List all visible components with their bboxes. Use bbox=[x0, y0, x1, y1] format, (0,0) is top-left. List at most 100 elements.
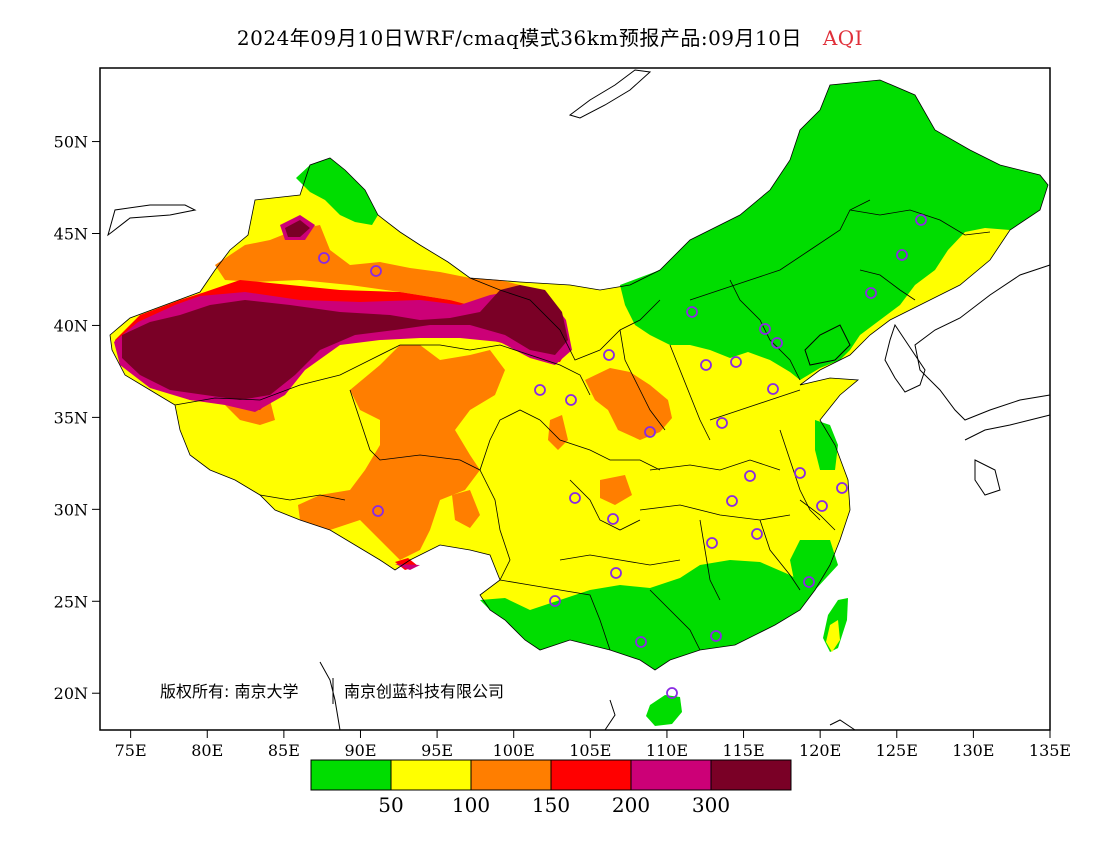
boundary-hunan-jiangxi bbox=[699, 519, 721, 601]
copyright-company: 南京创蓝科技有限公司 bbox=[344, 682, 504, 701]
region-orange-small-c bbox=[452, 490, 480, 528]
legend-label: 50 bbox=[378, 793, 403, 817]
station-marker bbox=[372, 505, 384, 517]
station-marker bbox=[730, 356, 742, 368]
station-marker bbox=[686, 306, 698, 318]
station-marker bbox=[744, 470, 756, 482]
station-marker bbox=[771, 337, 783, 349]
lon-tick-label: 100E bbox=[493, 741, 535, 760]
boundary-jiangsu-anhui bbox=[779, 429, 821, 521]
region-maroon-tarim bbox=[122, 285, 568, 400]
station-marker bbox=[603, 349, 615, 361]
station-marker bbox=[865, 287, 877, 299]
legend-swatch bbox=[550, 759, 632, 791]
kazakh-lake-outline bbox=[107, 204, 197, 237]
station-markers bbox=[318, 214, 927, 699]
lat-tick-label: 50N bbox=[54, 133, 88, 152]
ryukyu-outline bbox=[974, 459, 1001, 496]
boundary-jiangxi-fujian bbox=[759, 519, 801, 591]
copyright: 版权所有: 南京大学 南京创蓝科技有限公司 bbox=[160, 678, 504, 704]
lon-tick-label: 130E bbox=[952, 741, 994, 760]
station-marker bbox=[710, 630, 722, 642]
lat-tick-label: 25N bbox=[54, 592, 88, 611]
copyright-owner: 版权所有: 南京大学 bbox=[160, 682, 298, 701]
station-marker bbox=[635, 636, 647, 648]
legend-label: 100 bbox=[452, 793, 490, 817]
region-green-east-coast bbox=[815, 420, 838, 470]
boundary-xinjiang-tibet bbox=[174, 344, 471, 406]
boundary-china-outline bbox=[109, 79, 1049, 671]
lat-tick-label: 30N bbox=[54, 500, 88, 519]
boundary-henan-shandong bbox=[709, 389, 801, 421]
station-marker bbox=[816, 500, 828, 512]
station-marker bbox=[318, 252, 330, 264]
boundary-inner-mongolia bbox=[689, 199, 871, 301]
color-legend: 50 100 150 200 300 bbox=[310, 759, 792, 817]
station-marker bbox=[716, 417, 728, 429]
boundary-hebei bbox=[729, 279, 801, 381]
region-green-fujian bbox=[790, 540, 838, 590]
region-green-south bbox=[480, 560, 815, 670]
boundary-shaanxi-shanxi bbox=[619, 329, 666, 431]
legend-label: 150 bbox=[532, 793, 570, 817]
region-orange-loess bbox=[585, 368, 672, 440]
station-marker bbox=[726, 495, 738, 507]
lat-tick-label: 20N bbox=[54, 684, 88, 703]
boundary-tibet-sichuan bbox=[479, 469, 511, 581]
philippines-outline bbox=[829, 719, 856, 731]
legend-swatch bbox=[390, 759, 472, 791]
title-main: 2024年09月10日WRF/cmaq模式36km预报产品:09月10日 bbox=[236, 26, 802, 50]
boundary-tibet-south bbox=[259, 494, 346, 501]
region-hainan bbox=[646, 695, 682, 726]
lon-tick-label: 120E bbox=[799, 741, 841, 760]
station-marker bbox=[794, 467, 806, 479]
station-marker bbox=[767, 383, 779, 395]
station-marker bbox=[569, 492, 581, 504]
boundary-jilin-liaoning bbox=[859, 269, 916, 301]
lat-tick-label: 45N bbox=[54, 225, 88, 244]
legend-label: 200 bbox=[612, 793, 650, 817]
lon-tick-label: 90E bbox=[344, 741, 376, 760]
boundary-shanxi-hebei bbox=[669, 344, 711, 441]
lon-tick-label: 125E bbox=[876, 741, 918, 760]
vietnam-outline bbox=[604, 699, 616, 731]
station-marker bbox=[836, 482, 848, 494]
station-marker bbox=[706, 537, 718, 549]
station-marker bbox=[700, 359, 712, 371]
legend-swatch bbox=[710, 759, 792, 791]
station-marker bbox=[565, 394, 577, 406]
korea-outline bbox=[884, 323, 926, 393]
lon-tick-label: 105E bbox=[569, 741, 611, 760]
region-taiwan-yellow bbox=[826, 620, 840, 652]
boundary-qinghai-gansu bbox=[469, 344, 591, 396]
legend-swatch bbox=[310, 759, 392, 791]
station-marker bbox=[751, 528, 763, 540]
latitude-axis: 50N 45N 40N 35N 30N 25N 20N bbox=[54, 133, 100, 703]
region-maroon-dzungaria bbox=[285, 220, 310, 237]
region-green-dzungaria bbox=[296, 158, 378, 225]
legend-swatch bbox=[470, 759, 552, 791]
station-marker bbox=[803, 576, 815, 588]
map-title: 2024年09月10日WRF/cmaq模式36km预报产品:09月10日 AQI bbox=[0, 22, 1100, 51]
station-marker bbox=[915, 214, 927, 226]
boundary-henan-hubei bbox=[649, 459, 781, 471]
boundary-guizhou bbox=[559, 554, 681, 566]
legend-label: 300 bbox=[692, 793, 730, 817]
lon-tick-label: 110E bbox=[646, 741, 688, 760]
station-marker bbox=[549, 595, 561, 607]
boundary-guangxi-guangdong bbox=[649, 589, 701, 651]
lon-tick-label: 135E bbox=[1029, 741, 1071, 760]
title-variable: AQI bbox=[822, 26, 864, 50]
boundary-yunnan bbox=[499, 579, 611, 651]
bohai-outline bbox=[804, 324, 851, 366]
lon-tick-label: 115E bbox=[722, 741, 764, 760]
legend-swatch bbox=[630, 759, 712, 791]
lon-tick-label: 75E bbox=[115, 741, 147, 760]
lat-tick-label: 40N bbox=[54, 316, 88, 335]
boundary-sichuan-chongqing bbox=[569, 479, 641, 531]
station-marker bbox=[644, 426, 656, 438]
lat-tick-label: 35N bbox=[54, 408, 88, 427]
province-boundaries bbox=[109, 79, 1049, 671]
boundary-tibet-qinghai bbox=[349, 389, 541, 471]
